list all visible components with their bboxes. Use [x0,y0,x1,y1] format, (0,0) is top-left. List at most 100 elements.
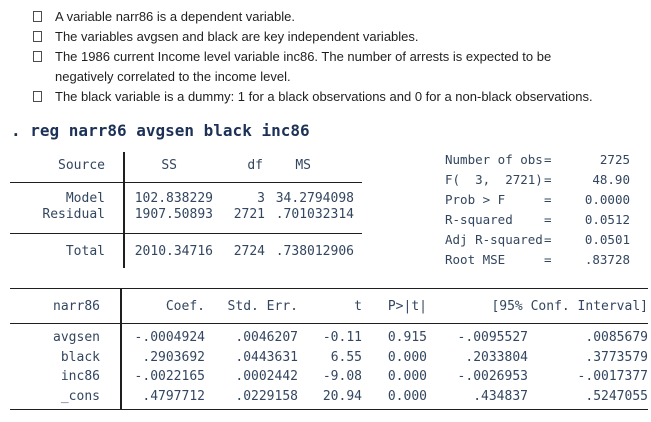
anova-cell-ss: 102.838229 [134,191,213,206]
anova-cell-ms: .701032314 [275,207,354,222]
bullet-text: The 1986 current Income level variable i… [55,49,552,64]
coef-cell-varname: black [60,349,100,365]
anova-header-df: df [247,158,263,173]
anova-cell-source: Total [65,244,105,259]
bullet-item: The 1986 current Income level variable i… [33,47,593,87]
bullet-text: The black variable is a dummy: 1 for a b… [55,89,593,104]
coef-cell-ci-low: .2033804 [465,349,528,365]
coef-cell-stderr: .0002442 [235,369,298,384]
stat-equals: = [544,172,552,187]
stat-equals: = [544,152,552,167]
coefficient-table: narr86 Coef. Std. Err. t P>|t| [95% Conf… [10,288,648,410]
coef-cell-stderr: .0443631 [235,349,298,365]
coef-cell-ci-high: -.0017377 [577,369,648,384]
stat-row-f: F( 3, 2721) = 48.90 [445,170,630,190]
coef-cell-t: -0.11 [322,330,362,345]
bullet-text: The variables avgsen and black are key i… [55,29,419,44]
stat-equals: = [544,232,552,247]
coef-cell-ci-low: -.0026953 [457,369,528,384]
coef-row-cons: _cons .4797712 .0229158 20.94 0.000 .434… [10,387,648,407]
coef-cell-p: 0.915 [387,330,427,345]
coef-cell-t: 6.55 [330,349,362,365]
checkbox-bullet-icon [33,91,42,102]
anova-row-model: Model 102.838229 3 34.2794098 [10,191,362,207]
coef-cell-ci-high: .3773579 [585,349,648,365]
coef-header-t: t [354,298,362,314]
stat-label: Prob > F [445,192,506,207]
stat-label: Adj R-squared [445,232,543,247]
coef-header-coef: Coef. [165,298,205,314]
stat-equals: = [544,212,552,227]
coef-cell-p: 0.000 [387,369,427,384]
bullet-item: The variables avgsen and black are key i… [33,27,593,47]
stat-label: F( 3, 2721) [445,172,543,187]
anova-cell-ms: 34.2794098 [275,191,354,206]
coef-cell-varname: inc86 [60,369,100,384]
coef-cell-ci-high: .5247055 [585,388,648,404]
stat-row-adj-r-squared: Adj R-squared = 0.0501 [445,230,630,250]
coef-cell-varname: _cons [60,388,100,404]
coef-cell-ci-low: -.0095527 [457,330,528,345]
anova-cell-ms: .738012906 [275,244,354,259]
coef-row-inc86: inc86 -.0022165 .0002442 -9.08 0.000 -.0… [10,367,648,387]
coef-cell-p: 0.000 [387,388,427,404]
coef-cell-coef: .4797712 [142,388,205,404]
anova-vertical-rule [123,152,125,268]
stat-label: R-squared [445,212,513,227]
coef-row-avgsen: avgsen -.0004924 .0046207 -0.11 0.915 -.… [10,328,648,348]
stat-label: Root MSE [445,252,506,267]
coef-header-p: P>|t| [387,298,427,314]
coef-cell-ci-low: .434837 [473,388,528,404]
coef-header-conf-interval: [95% Conf. Interval] [491,298,648,314]
bullet-text: A variable narr86 is a dependent variabl… [55,9,295,24]
coef-cell-stderr: .0229158 [235,388,298,404]
bullet-list: A variable narr86 is a dependent variabl… [33,7,593,107]
stat-value: 0.0000 [584,192,630,207]
fit-statistics: Number of obs = 2725 F( 3, 2721) = 48.90… [445,150,630,270]
coef-header-row: narr86 Coef. Std. Err. t P>|t| [95% Conf… [10,289,648,324]
checkbox-bullet-icon [33,11,42,22]
coef-vertical-rule [120,289,122,410]
stat-label: Number of obs [445,152,543,167]
checkbox-bullet-icon [33,51,42,62]
stat-value: 0.0501 [584,232,630,247]
coef-cell-coef: -.0004924 [134,330,205,345]
anova-cell-df: 2721 [233,207,265,222]
coef-cell-coef: -.0022165 [134,369,205,384]
anova-cell-df: 3 [257,191,265,206]
stat-value: 0.0512 [584,212,630,227]
stat-row-root-mse: Root MSE = .83728 [445,250,630,270]
bullet-text: negatively correlated to the income leve… [55,69,291,84]
stat-row-r-squared: R-squared = 0.0512 [445,210,630,230]
stat-row-prob-f: Prob > F = 0.0000 [445,190,630,210]
coef-cell-varname: avgsen [53,330,100,345]
coef-cell-p: 0.000 [387,349,427,365]
coef-header-stderr: Std. Err. [227,298,298,314]
stat-value: .83728 [584,252,630,267]
anova-cell-ss: 1907.50893 [134,207,213,222]
bullet-item: The black variable is a dummy: 1 for a b… [33,87,593,107]
anova-header-source: Source [58,158,105,173]
stat-equals: = [544,252,552,267]
stat-row-number-of-obs: Number of obs = 2725 [445,150,630,170]
bullet-item: A variable narr86 is a dependent variabl… [33,7,593,27]
anova-body: Model 102.838229 3 34.2794098 Residual 1… [10,183,362,234]
stat-value: 48.90 [592,172,630,187]
anova-row-residual: Residual 1907.50893 2721 .701032314 [10,207,362,223]
anova-cell-df: 2724 [233,244,265,259]
coef-body: avgsen -.0004924 .0046207 -0.11 0.915 -.… [10,324,648,410]
anova-row-total: Total 2010.34716 2724 .738012906 [10,234,362,268]
coef-row-black: black .2903692 .0443631 6.55 0.000 .2033… [10,348,648,368]
anova-cell-ss: 2010.34716 [134,244,213,259]
anova-cell-source: Residual [42,207,105,222]
coef-cell-coef: .2903692 [142,349,205,365]
stat-equals: = [544,192,552,207]
anova-header-ms: MS [295,158,311,173]
coef-cell-t: -9.08 [322,369,362,384]
anova-table: Source SS df MS Model 102.838229 3 34.27… [10,152,362,268]
stat-value: 2725 [599,152,630,167]
checkbox-bullet-icon [33,31,42,42]
coef-cell-ci-high: .0085679 [585,330,648,345]
stata-command-line: . reg narr86 avgsen black inc86 [11,121,310,140]
